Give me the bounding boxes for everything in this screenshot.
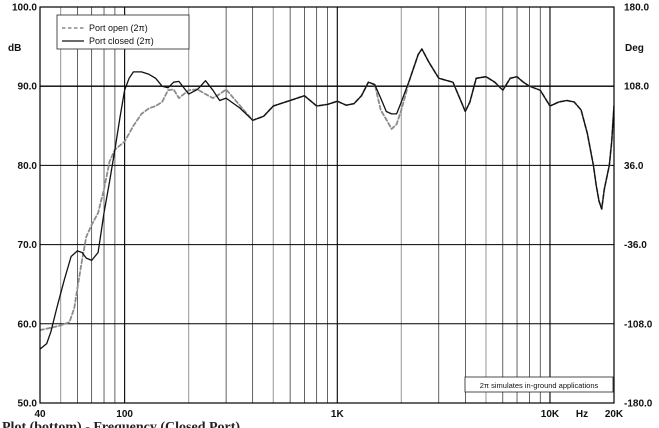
y2-tick-label: -36.0 xyxy=(624,240,647,251)
x-tick-label: 1K xyxy=(331,409,345,420)
y-tick-label: 50.0 xyxy=(18,399,38,410)
legend: Port open (2π) Port closed (2π) xyxy=(56,14,190,50)
y-tick-label: 60.0 xyxy=(18,319,38,330)
annotation-frame xyxy=(464,376,614,393)
y-axis-label: dB xyxy=(8,43,21,54)
x-axis-label: Hz xyxy=(576,409,588,420)
annotation-text: 2π simulates in-ground applications xyxy=(480,381,599,390)
y2-tick-label: -180.0 xyxy=(624,399,653,410)
x-tick-label: 10K xyxy=(541,409,560,420)
y-tick-label: 70.0 xyxy=(18,240,38,251)
y2-tick-label: 180.0 xyxy=(624,3,649,14)
legend-label-port-open: Port open (2π) xyxy=(89,23,148,33)
y-tick-label: 90.0 xyxy=(18,82,38,93)
grid xyxy=(40,7,614,403)
annotation-box: 2π simulates in-ground applications xyxy=(464,376,614,393)
x-tick-label: 20K xyxy=(605,409,624,420)
y2-tick-label: -108.0 xyxy=(624,319,653,330)
axis-labels: 50.0 60.0 70.0 80.0 90.0 100.0 180.0 108.0 36.0 -… xyxy=(8,3,653,421)
x-tick-label: 40 xyxy=(34,409,46,420)
y2-tick-label: 108.0 xyxy=(624,82,649,93)
series-port-closed xyxy=(40,48,614,350)
legend-label-port-closed: Port closed (2π) xyxy=(89,36,154,46)
y2-tick-label: 36.0 xyxy=(624,161,644,172)
y-tick-label: 80.0 xyxy=(18,161,38,172)
curves xyxy=(40,48,614,350)
chart-title: Plot (bottom) - Frequency (Closed Port) xyxy=(2,420,241,428)
plot-frame xyxy=(39,6,615,404)
x-tick-label: 100 xyxy=(116,409,133,420)
y2-axis-label: Deg xyxy=(625,43,644,54)
y-tick-label: 100.0 xyxy=(12,3,37,14)
legend-box xyxy=(56,14,190,50)
